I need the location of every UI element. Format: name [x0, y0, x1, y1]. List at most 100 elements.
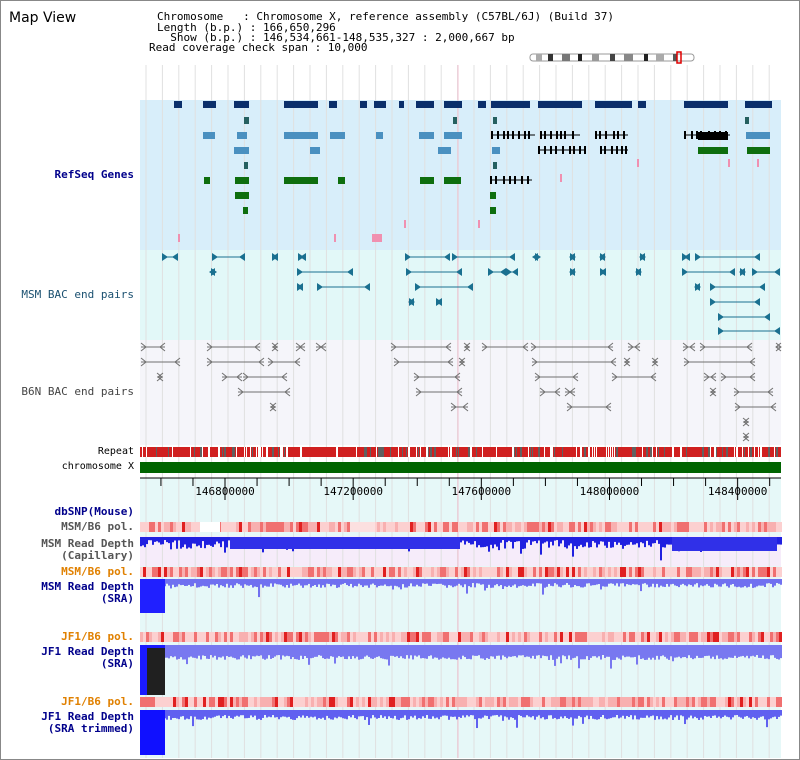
gene-exon	[497, 131, 499, 139]
msm-sra-depth	[306, 579, 308, 586]
jf1-trimmed-depth	[746, 710, 748, 717]
jf1-pol-cell	[488, 632, 491, 642]
jf1-pol2-cell	[530, 697, 533, 707]
jf1-pol-cell	[671, 632, 674, 642]
msm-pol2-cell	[587, 567, 590, 577]
jf1-sra-depth	[582, 645, 584, 660]
jf1-trimmed-depth	[548, 710, 550, 716]
jf1-sra-depth	[578, 645, 580, 669]
msm-sra-depth	[470, 579, 472, 588]
repeat-element	[528, 447, 529, 457]
msm-sra-depth	[288, 579, 290, 588]
jf1-trimmed-depth	[442, 710, 444, 716]
msm-pol2-cell	[359, 567, 362, 577]
b6n-bac-end	[746, 342, 753, 352]
jf1-sra-depth	[418, 645, 420, 656]
msm-bac-end	[452, 253, 458, 261]
jf1-trimmed-depth	[684, 710, 686, 725]
b6n-bac-end	[140, 342, 147, 352]
msm-sra-depth	[612, 579, 614, 584]
repeat-element	[514, 447, 515, 457]
msm-pol2-cell	[176, 567, 179, 577]
msm-pol-cell	[482, 522, 485, 532]
jf1-sra-depth	[780, 645, 782, 659]
msm-pol-cell	[344, 522, 347, 532]
msm-pol-cell	[602, 522, 605, 532]
msm-sra-depth	[586, 579, 588, 584]
jf1-trimmed-depth	[234, 710, 236, 717]
jf1-pol2-cell	[461, 697, 464, 707]
b6n-bac-end	[481, 342, 488, 352]
msm-capillary-depth	[478, 537, 480, 546]
repeat-element	[686, 447, 687, 457]
repeat-element	[408, 447, 410, 457]
msm-bac-end	[172, 253, 178, 261]
jf1-trimmed-depth	[556, 710, 558, 720]
msm-pol2-cell	[164, 567, 167, 577]
msm-capillary-depth	[616, 537, 618, 545]
jf1-trimmed-depth	[696, 710, 698, 719]
jf1-sra-depth	[338, 645, 340, 657]
jf1-pol-cell	[581, 632, 584, 642]
jf1-trimmed-depth	[362, 710, 364, 717]
repeat-element	[592, 447, 593, 457]
jf1-sra-depth	[554, 645, 556, 666]
jf1-pol-cell	[167, 632, 170, 642]
jf1-sra-depth	[394, 645, 396, 657]
msm-pol2-cell	[491, 567, 494, 577]
msm-pol-cell	[509, 522, 512, 532]
msm-capillary-depth	[570, 537, 572, 544]
jf1-trimmed-depth	[624, 710, 626, 719]
jf1-pol2-cell	[443, 697, 446, 707]
jf1-sra-depth	[504, 645, 506, 657]
repeat-element	[172, 447, 173, 457]
jf1-pol-cell	[551, 632, 554, 642]
jf1-pol2-cell	[449, 697, 452, 707]
jf1-trimmed-depth	[614, 710, 616, 718]
msm-capillary-depth	[190, 537, 192, 549]
msm-sra-depth	[254, 579, 256, 587]
msm-pol2-cell	[614, 567, 617, 577]
msm-sra-depth	[540, 579, 542, 584]
msm-pol-cell	[335, 522, 338, 532]
msm-pol2-cell	[428, 567, 431, 577]
msm-sra-depth	[592, 579, 594, 586]
msm-pol-cell	[521, 522, 524, 532]
jf1-trimmed-depth	[754, 710, 756, 719]
msm-pol-cell	[224, 522, 227, 532]
jf1-sra-depth	[720, 645, 722, 659]
jf1-pol2-cell	[401, 697, 404, 707]
jf1-pol-cell	[401, 632, 404, 642]
msm-capillary-depth	[216, 537, 218, 542]
repeat-element	[232, 447, 234, 457]
jf1-sra-depth	[768, 645, 770, 660]
msm-pol-cell	[572, 522, 575, 532]
msm-capillary-depth	[584, 537, 586, 547]
jf1-sra-depth	[726, 645, 728, 659]
jf1-trimmed-depth	[520, 710, 522, 716]
msm-pol2-cell	[383, 567, 386, 577]
jf1-pol2-cell	[554, 697, 557, 707]
jf1-pol2-cell	[239, 697, 242, 707]
msm-sra-depth	[758, 579, 760, 586]
repeat-element	[380, 447, 382, 457]
msm-sra-depth	[652, 579, 654, 584]
jf1-trimmed-depth	[374, 710, 376, 718]
msm-sra-depth	[572, 579, 574, 588]
gene-exon	[538, 146, 540, 154]
msm-pol-cell	[722, 522, 725, 532]
chromosome-ideogram[interactable]	[528, 51, 698, 65]
repeat-element	[420, 447, 421, 457]
msm-pol2-cell	[251, 567, 254, 577]
msm-sra-depth	[630, 579, 632, 586]
jf1-pol2-cell	[179, 697, 182, 707]
msm-sra-depth	[428, 579, 430, 586]
jf1-trimmed-depth	[220, 710, 222, 719]
jf1-sra-depth	[390, 645, 392, 656]
jf1-sra-depth	[708, 645, 710, 656]
b6n-bac-end	[683, 357, 690, 367]
msm-bac-end	[729, 268, 735, 276]
jf1-pol-cell	[374, 632, 377, 642]
msm-pol-cell	[188, 522, 191, 532]
